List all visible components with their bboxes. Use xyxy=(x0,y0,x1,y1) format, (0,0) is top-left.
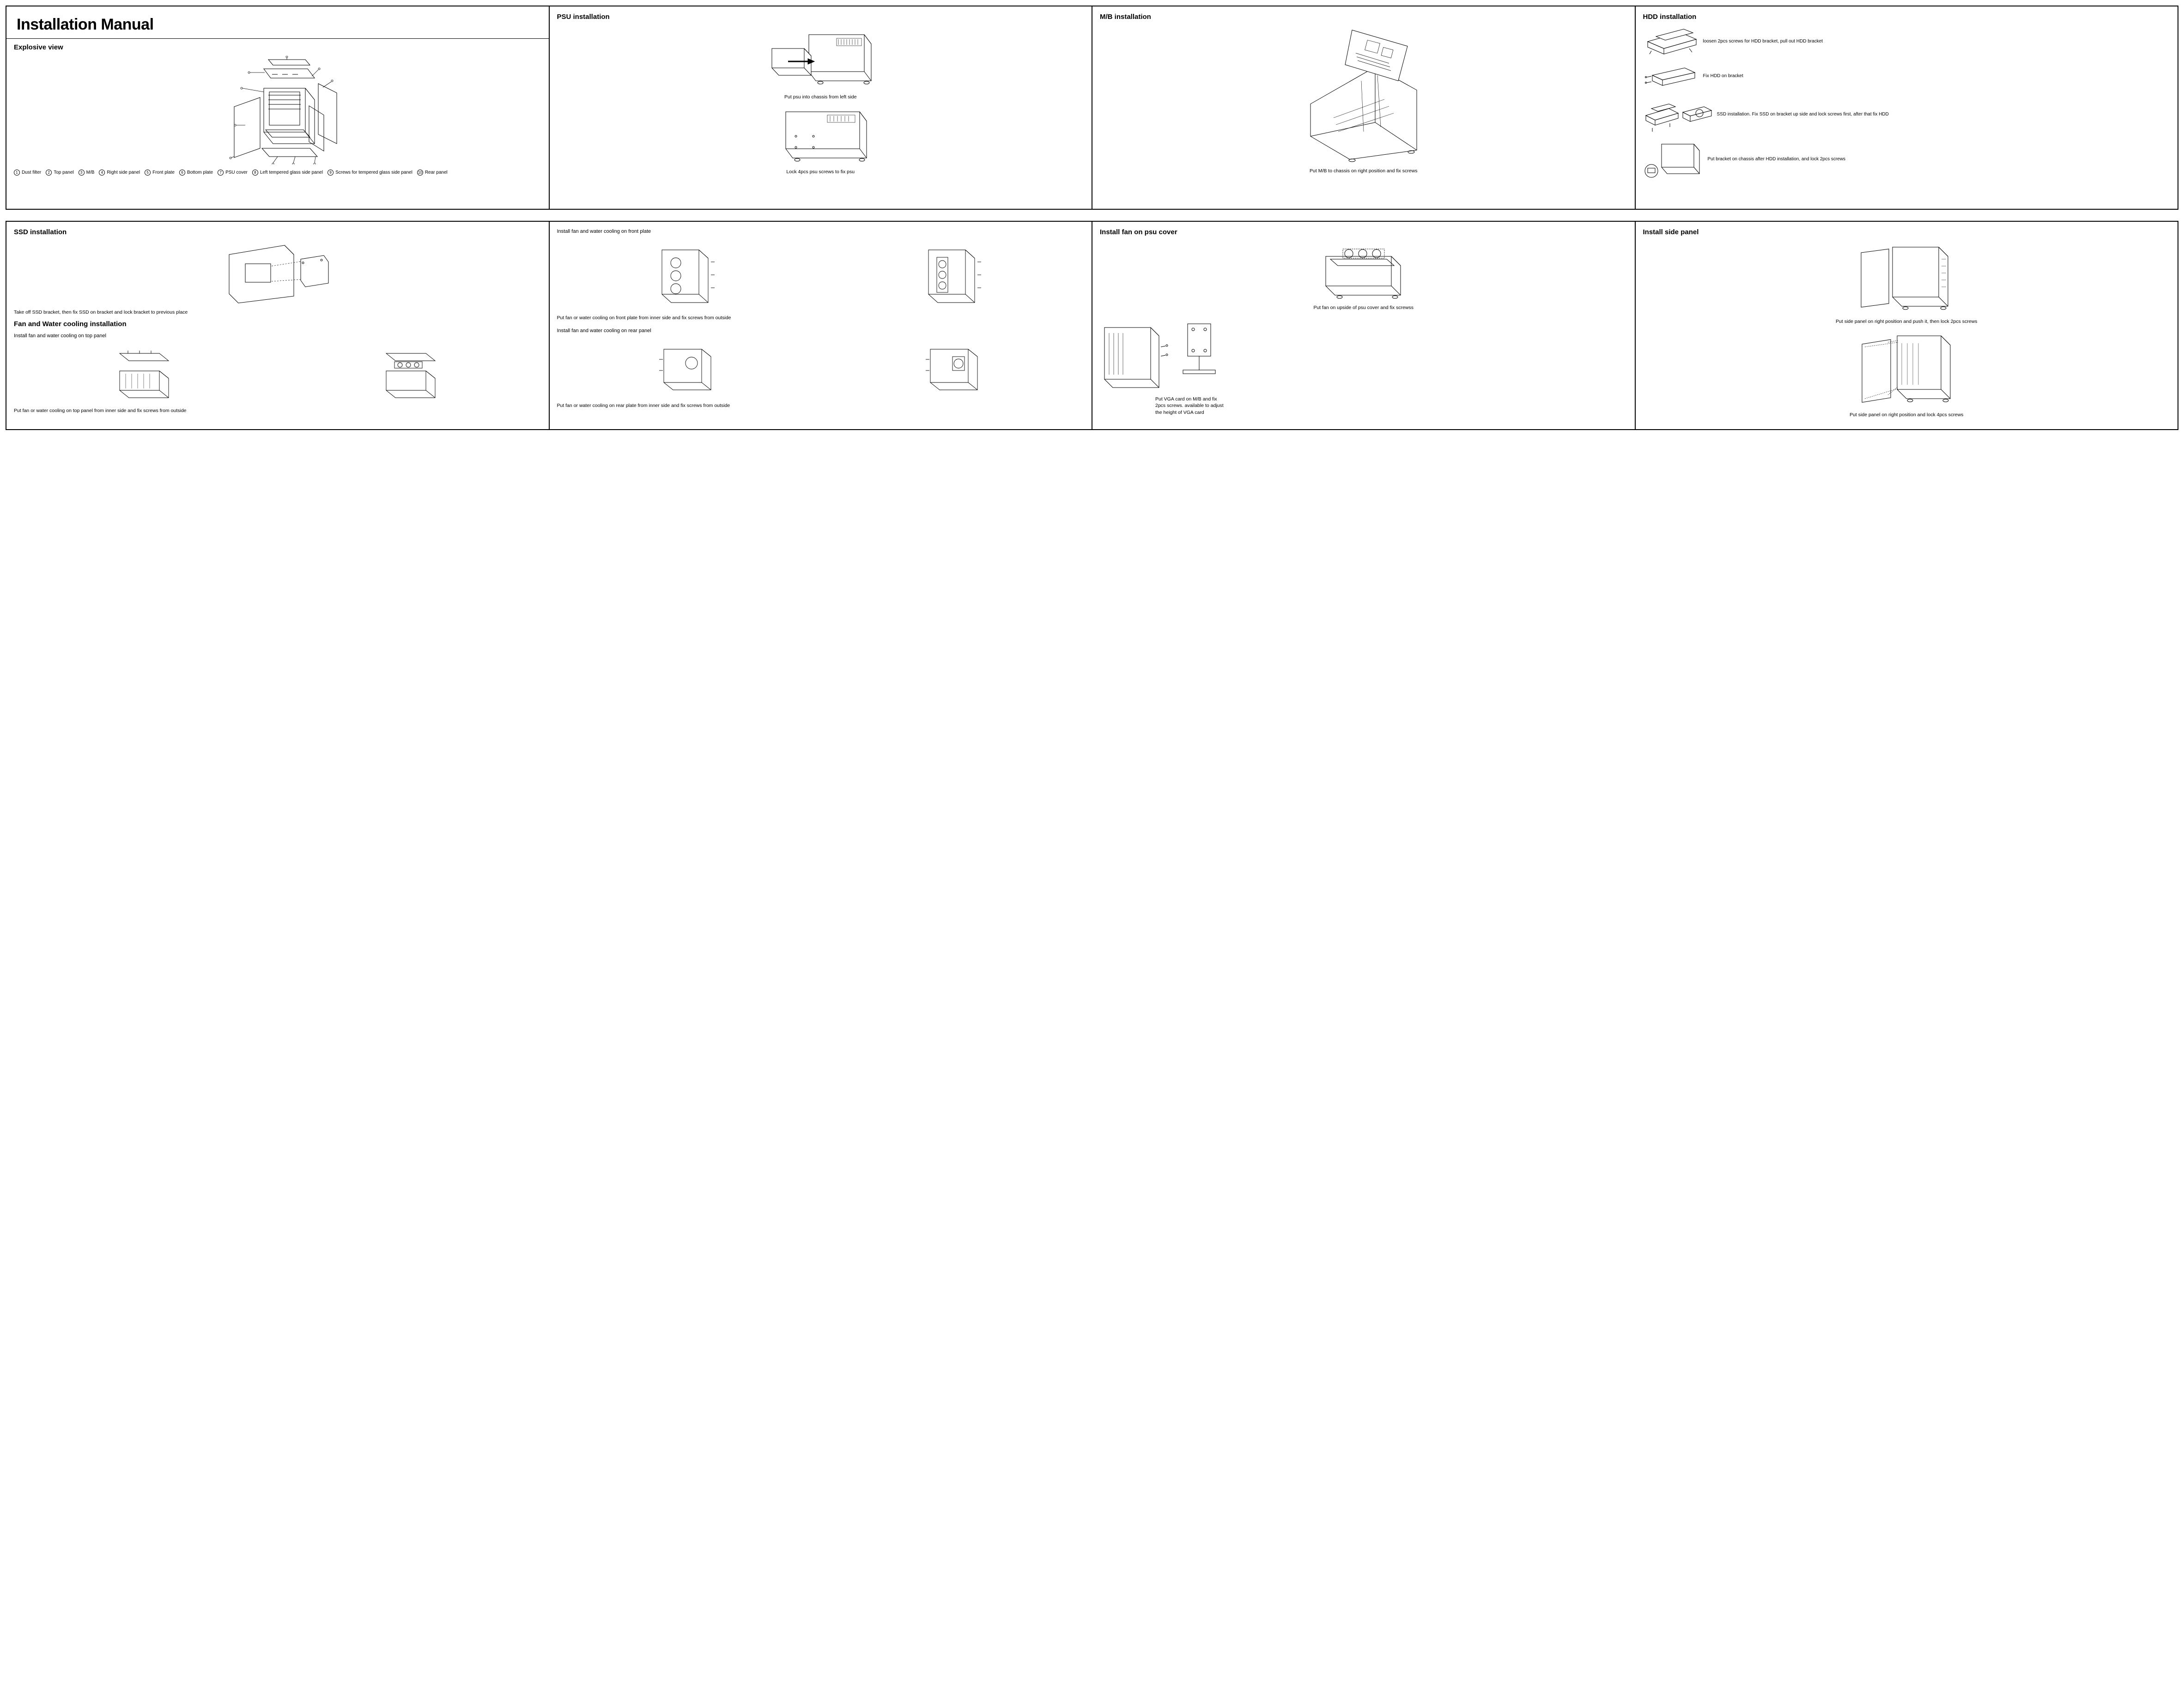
ssd-fig xyxy=(14,241,541,305)
fan-rear-figs xyxy=(557,339,1085,400)
legend-number-icon: 1 xyxy=(14,170,20,176)
legend-number-icon: 7 xyxy=(218,170,224,176)
mb-caption: Put M/B to chassis on right position and… xyxy=(1100,168,1627,174)
explosive-figure xyxy=(14,56,541,164)
psucover-fig-1 xyxy=(1100,241,1627,301)
explosive-block: Explosive view xyxy=(6,39,549,183)
cell-mb: M/B installation xyxy=(1092,6,1635,209)
fan-heading: Fan and Water cooling installation xyxy=(14,320,541,328)
psu-fig-1 xyxy=(557,25,1085,90)
legend-item: 3M/B xyxy=(79,168,95,177)
legend-number-icon: 6 xyxy=(179,170,185,176)
hdd-step-3: SSD installation. Fix SSD on bracket up … xyxy=(1643,95,2171,134)
hdd-heading: HDD installation xyxy=(1643,13,2171,21)
legend-label: Screws for tempered glass side panel xyxy=(335,168,413,177)
cell-ssd-fan: SSD installation Take off SSD bracket, t… xyxy=(6,221,549,430)
legend-number-icon: 9 xyxy=(328,170,334,176)
hdd-text-1: loosen 2pcs screws for HDD bracket, pull… xyxy=(1703,38,2171,45)
legend-label: Bottom plate xyxy=(187,168,213,177)
legend-label: Top panel xyxy=(54,168,73,177)
sheet-bottom: SSD installation Take off SSD bracket, t… xyxy=(6,221,2178,430)
legend-item: 2Top panel xyxy=(46,168,73,177)
mb-heading: M/B installation xyxy=(1100,13,1627,21)
cell-fan-front-rear: Install fan and water cooling on front p… xyxy=(549,221,1092,430)
fan-front-figs xyxy=(557,240,1085,312)
ssd-caption: Take off SSD bracket, then fix SSD on br… xyxy=(14,309,541,316)
fan-top-caption: Put fan or water cooling on top panel fr… xyxy=(14,407,541,414)
psucover-vga xyxy=(1100,319,1627,393)
manual-title: Installation Manual xyxy=(17,16,539,34)
cell-psucover: Install fan on psu cover Put fan on upsi… xyxy=(1092,221,1635,430)
cell-title-explosive: Installation Manual Explosive view xyxy=(6,6,549,209)
sidepanel-fig-2 xyxy=(1643,329,2171,408)
fan-top-figs xyxy=(14,344,541,405)
mb-fig xyxy=(1100,25,1627,164)
sidepanel-caption-1: Put side panel on right position and pus… xyxy=(1643,318,2171,325)
psucover-caption-1: Put fan on upside of psu cover and fix s… xyxy=(1100,304,1627,311)
hdd-step-2: Fix HDD on bracket xyxy=(1643,62,2171,90)
legend-item: 10Rear panel xyxy=(417,168,448,177)
legend-label: M/B xyxy=(86,168,95,177)
legend-label: Left tempered glass side panel xyxy=(260,168,323,177)
psu-fig-2 xyxy=(557,105,1085,165)
cell-psu: PSU installation xyxy=(549,6,1092,209)
cell-hdd: HDD installation loosen 2pcs screws for … xyxy=(1635,6,2178,209)
legend-number-icon: 10 xyxy=(417,170,423,176)
legend-label: Dust filter xyxy=(22,168,41,177)
psu-caption-1: Put psu into chassis from left side xyxy=(557,94,1085,100)
legend-label: Rear panel xyxy=(425,168,448,177)
legend-number-icon: 3 xyxy=(79,170,85,176)
legend-item: 1Dust filter xyxy=(14,168,41,177)
cell-sidepanel: Install side panel Put side panel on rig… xyxy=(1635,221,2178,430)
legend-label: PSU cover xyxy=(225,168,248,177)
legend-item: 4Right side panel xyxy=(99,168,140,177)
fan-front-sub: Install fan and water cooling on front p… xyxy=(557,228,1085,235)
hdd-text-3: SSD installation. Fix SSD on bracket up … xyxy=(1717,111,2171,118)
legend-item: 7PSU cover xyxy=(218,168,248,177)
legend-label: Front plate xyxy=(152,168,175,177)
sidepanel-fig-1 xyxy=(1643,241,2171,315)
legend-number-icon: 8 xyxy=(252,170,258,176)
legend-item: 9Screws for tempered glass side panel xyxy=(328,168,413,177)
hdd-step-1: loosen 2pcs screws for HDD bracket, pull… xyxy=(1643,25,2171,58)
explosive-legend: 1Dust filter 2Top panel 3M/B 4Right side pa… xyxy=(14,168,541,177)
fan-rear-sub: Install fan and water cooling on rear pa… xyxy=(557,328,1085,334)
legend-number-icon: 4 xyxy=(99,170,105,176)
legend-label: Right side panel xyxy=(107,168,140,177)
psucover-heading: Install fan on psu cover xyxy=(1100,228,1627,236)
fan-rear-caption: Put fan or water cooling on rear plate f… xyxy=(557,402,1085,409)
fan-front-caption: Put fan or water cooling on front plate … xyxy=(557,315,1085,321)
explosive-heading: Explosive view xyxy=(14,43,541,51)
psu-caption-2: Lock 4pcs psu screws to fix psu xyxy=(557,169,1085,175)
sheet-top: Installation Manual Explosive view xyxy=(6,6,2178,210)
legend-item: 8Left tempered glass side panel xyxy=(252,168,323,177)
hdd-text-2: Fix HDD on bracket xyxy=(1703,73,2171,79)
legend-number-icon: 2 xyxy=(46,170,52,176)
hdd-step-4: Put bracket on chassis after HDD install… xyxy=(1643,139,2171,180)
psucover-caption-2: Put VGA card on M/B and fix 2pcs screws.… xyxy=(1155,396,1225,416)
hdd-text-4: Put bracket on chassis after HDD install… xyxy=(1708,156,2171,163)
legend-number-icon: 5 xyxy=(145,170,151,176)
sidepanel-heading: Install side panel xyxy=(1643,228,2171,236)
sidepanel-caption-2: Put side panel on right position and loc… xyxy=(1643,412,2171,418)
legend-item: 6Bottom plate xyxy=(179,168,213,177)
psu-heading: PSU installation xyxy=(557,13,1085,21)
ssd-heading: SSD installation xyxy=(14,228,541,236)
title-block: Installation Manual xyxy=(6,6,549,39)
legend-item: 5Front plate xyxy=(145,168,175,177)
fan-top-sub: Install fan and water cooling on top pan… xyxy=(14,333,541,340)
